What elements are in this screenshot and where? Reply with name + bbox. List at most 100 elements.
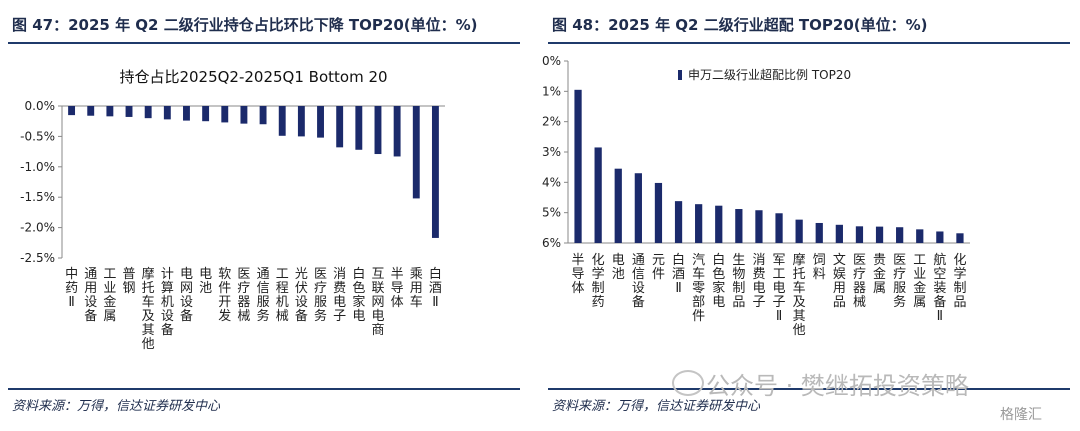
legend-label: 申万二级行业超配比例 TOP20 bbox=[688, 67, 851, 82]
x-tick-label: 摩托车及其他 bbox=[142, 266, 155, 352]
x-tick-label: 汽车零部件 bbox=[692, 253, 705, 324]
bar bbox=[412, 106, 420, 199]
bar bbox=[735, 209, 743, 243]
x-tick-label: 消费电子 bbox=[752, 253, 765, 310]
y-tick-label: 0.0% bbox=[25, 99, 56, 113]
bar bbox=[317, 106, 324, 138]
bar bbox=[875, 226, 884, 243]
bar bbox=[574, 89, 582, 243]
left-figure-title: 图 47：2025 年 Q2 二级行业持仓占比环比下降 TOP20(单位：%) bbox=[12, 16, 478, 34]
y-tick-label: 6% bbox=[542, 236, 561, 250]
bar bbox=[594, 147, 602, 243]
x-tick-label: 白色家电 bbox=[712, 252, 725, 310]
bar bbox=[775, 213, 783, 243]
y-tick-label: 4% bbox=[542, 175, 561, 189]
x-tick-label: 半导体 bbox=[391, 267, 404, 310]
y-tick-label: -2.0% bbox=[20, 221, 55, 235]
bar bbox=[674, 201, 683, 243]
bar bbox=[221, 106, 229, 123]
y-tick-label: -0.5% bbox=[20, 129, 55, 143]
x-tick-label: 电网设备 bbox=[180, 267, 193, 324]
y-tick-label: 5% bbox=[542, 206, 561, 220]
x-tick-label: 通用设备 bbox=[84, 267, 97, 324]
x-tick-label: 通信服务 bbox=[257, 267, 270, 324]
x-tick-label: 中药 Ⅱ bbox=[65, 267, 78, 310]
watermark-text: 公众号 · 樊继拓投资策略 bbox=[706, 372, 969, 400]
left-top-rule bbox=[8, 42, 520, 44]
right-figure-panel: 图 48：2025 年 Q2 二级行业超配 TOP20(单位：%) 0% 1% 2%… bbox=[540, 0, 1080, 431]
bar bbox=[144, 106, 152, 119]
x-tick-label: 医疗器械 bbox=[237, 267, 250, 324]
bar bbox=[278, 106, 286, 136]
x-tick-label: 通信设备 bbox=[632, 253, 645, 310]
x-tick-label: 工业金属 bbox=[103, 267, 116, 324]
x-tick-label: 电池 bbox=[199, 267, 212, 296]
legend-swatch bbox=[678, 70, 682, 80]
bar bbox=[355, 106, 363, 150]
bar bbox=[240, 106, 248, 124]
bar bbox=[374, 106, 382, 155]
left-figure-panel: 图 47：2025 年 Q2 二级行业持仓占比环比下降 TOP20(单位：%) … bbox=[0, 0, 528, 431]
y-tick-label: -1.0% bbox=[20, 160, 55, 174]
bar bbox=[106, 106, 114, 117]
x-tick-label: 白酒 Ⅱ bbox=[672, 252, 685, 296]
bar bbox=[956, 233, 964, 243]
bar bbox=[125, 106, 133, 117]
wechat-icon bbox=[672, 370, 704, 396]
left-source-note: 资料来源：万得，信达证券研发中心 bbox=[12, 399, 221, 414]
x-tick-label: 半导体 bbox=[572, 253, 585, 296]
bar bbox=[795, 219, 803, 243]
right-top-rule bbox=[548, 42, 1070, 44]
gelonghui-logo: 格隆汇 bbox=[1000, 407, 1042, 423]
y-tick-label: 2% bbox=[542, 115, 561, 129]
bar bbox=[815, 222, 823, 243]
bar bbox=[202, 106, 210, 122]
right-bottom-rule bbox=[548, 388, 1070, 390]
x-tick-label: 医疗服务 bbox=[893, 253, 906, 310]
x-tick-label: 消费电子 bbox=[333, 267, 346, 324]
bar bbox=[614, 168, 622, 243]
y-tick-label: -1.5% bbox=[20, 190, 55, 204]
bar bbox=[835, 224, 843, 243]
x-tick-label: 白色家电 bbox=[352, 266, 365, 324]
left-bottom-rule bbox=[8, 388, 520, 390]
y-tick-label: -2.5% bbox=[20, 251, 55, 265]
x-tick-label: 化学制品 bbox=[953, 253, 966, 310]
x-tick-label: 贵金属 bbox=[873, 253, 886, 296]
x-tick-label: 工业金属 bbox=[913, 253, 926, 310]
bar bbox=[336, 106, 344, 148]
x-tick-label: 光伏设备 bbox=[295, 267, 308, 324]
bar bbox=[916, 229, 924, 243]
x-tick-label: 软件开发 bbox=[218, 267, 231, 324]
bar bbox=[431, 106, 439, 238]
bar bbox=[936, 231, 944, 243]
x-tick-label: 医疗器械 bbox=[853, 253, 866, 310]
chart-title: 持仓占比2025Q2-2025Q1 Bottom 20 bbox=[119, 68, 387, 86]
x-tick-label: 航空装备 Ⅱ bbox=[933, 252, 946, 324]
bar bbox=[715, 205, 723, 243]
x-tick-label: 化学制药 bbox=[592, 253, 605, 310]
right-figure-title: 图 48：2025 年 Q2 二级行业超配 TOP20(单位：%) bbox=[552, 16, 928, 34]
bar bbox=[695, 204, 703, 243]
x-tick-label: 电池 bbox=[612, 253, 625, 282]
x-tick-label: 生物制品 bbox=[732, 253, 745, 310]
x-tick-label: 乘用车 bbox=[410, 267, 423, 310]
y-tick-label: 3% bbox=[542, 145, 561, 159]
bar bbox=[393, 106, 401, 157]
x-tick-label: 工程机械 bbox=[276, 267, 289, 324]
bar bbox=[896, 227, 904, 243]
bar bbox=[183, 106, 190, 121]
x-tick-label: 军工电子 Ⅱ bbox=[773, 253, 786, 324]
left-bar-chart: 持仓占比2025Q2-2025Q1 Bottom 20 0.0% -0.5% -1.0… bbox=[20, 68, 445, 352]
x-tick-label: 文娱用品 bbox=[833, 253, 846, 310]
bar bbox=[87, 106, 95, 116]
bar bbox=[68, 106, 76, 116]
bar bbox=[634, 173, 642, 243]
x-tick-label: 普钢 bbox=[123, 267, 136, 296]
right-source-note: 资料来源：万得，信达证券研发中心 bbox=[552, 399, 761, 414]
bar bbox=[855, 226, 864, 243]
bar bbox=[259, 106, 267, 125]
x-tick-label: 饲料 bbox=[813, 253, 826, 282]
y-tick-label: 1% bbox=[542, 84, 561, 98]
